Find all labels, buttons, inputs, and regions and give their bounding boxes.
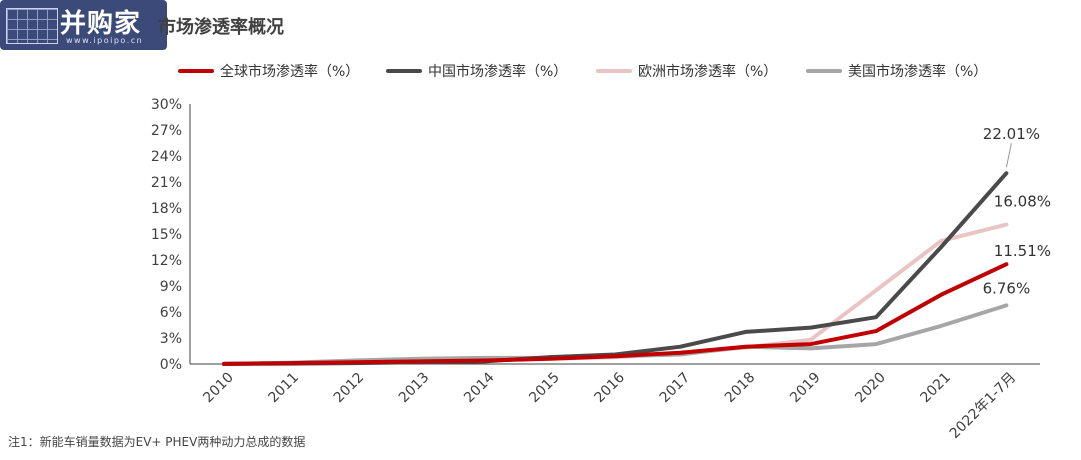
x-tick-label: 2013 [396, 370, 433, 407]
y-tick-label: 6% [160, 305, 182, 321]
label-leader-line [1005, 143, 1012, 168]
series-line [222, 171, 1009, 366]
x-tick-label: 2022年1-7月 [947, 370, 1019, 442]
x-tick-label: 2016 [592, 369, 629, 406]
y-tick-label: 24% [151, 149, 182, 165]
footnote: 注1：新能车销量数据为EV+ PHEV两种动力总成的数据 [8, 435, 306, 449]
x-tick-label: 2011 [266, 370, 303, 407]
x-tick-label: 2018 [722, 370, 759, 407]
y-tick-label: 18% [151, 201, 182, 217]
legend-label: 中国市场渗透率（%） [428, 63, 567, 80]
x-tick-label: 2019 [787, 370, 824, 407]
y-tick-label: 30% [151, 97, 182, 113]
series-line [222, 222, 1009, 366]
x-tick-label: 2017 [657, 370, 694, 407]
watermark-logo: 并购家 www.ipoipo.cn [0, 0, 167, 50]
y-tick-label: 12% [151, 253, 182, 269]
data-label: 22.01% [983, 125, 1040, 143]
legend-label: 美国市场渗透率（%） [848, 63, 987, 80]
y-tick-label: 21% [151, 175, 182, 191]
x-tick-label: 2015 [526, 370, 563, 407]
x-tick-label: 2010 [200, 370, 237, 407]
legend-label: 欧洲市场渗透率（%） [638, 63, 777, 80]
logo-chart-icon [6, 8, 58, 44]
logo-brand: 并购家 [60, 9, 142, 39]
x-tick-label: 2021 [918, 370, 955, 407]
chart-title: 市场渗透率概况 [158, 17, 284, 38]
y-tick-label: 15% [151, 227, 182, 243]
y-tick-label: 0% [160, 357, 182, 373]
x-tick-label: 2014 [461, 369, 498, 406]
x-tick-label: 2020 [852, 370, 889, 407]
y-tick-label: 9% [160, 279, 182, 295]
y-tick-label: 27% [151, 123, 182, 139]
series-line [222, 262, 1009, 366]
legend-label: 全球市场渗透率（%） [220, 63, 359, 80]
x-tick-label: 2012 [331, 370, 368, 407]
data-label: 11.51% [994, 242, 1051, 260]
logo-url: www.ipoipo.cn [66, 36, 144, 45]
y-tick-label: 3% [160, 331, 182, 347]
data-label: 6.76% [983, 279, 1031, 297]
data-label: 16.08% [994, 193, 1051, 211]
